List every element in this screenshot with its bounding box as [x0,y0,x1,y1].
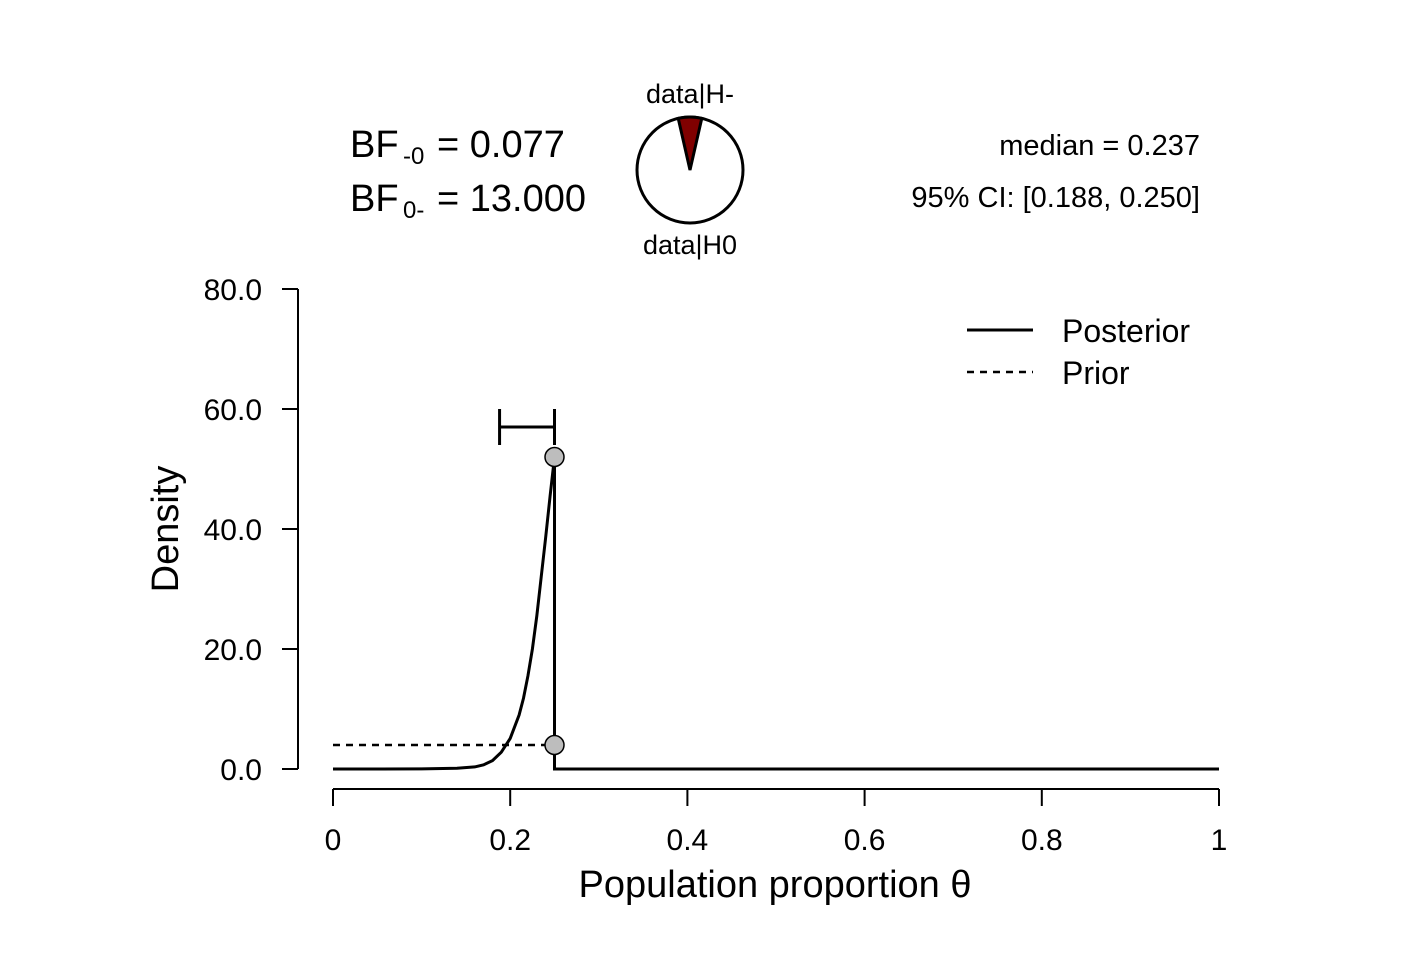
x-tick-label: 0.4 [667,824,709,857]
density-point [544,446,565,468]
y-axis: 0.0 20.0 40.0 60.0 80.0 [204,274,299,787]
x-tick-label: 0.2 [489,824,531,857]
bf-minus0-sub: -0 [403,143,424,170]
median-text: median = 0.237 [999,130,1200,162]
density-point [544,734,565,756]
plot-points [544,446,565,756]
y-tick-label: 80.0 [204,274,262,307]
x-tick-label: 0.8 [1021,824,1063,857]
pie-bottom-label: data|H0 [643,230,737,260]
y-tick-label: 0.0 [220,754,262,787]
x-tick-label: 0 [325,824,342,857]
posterior-line [332,456,1219,771]
y-tick-label: 60.0 [204,394,262,427]
credible-interval-text: 95% CI: [0.188, 0.250] [911,182,1200,214]
prior-line [333,743,1219,771]
legend-prior-label: Prior [1062,355,1130,391]
x-axis: 0 0.2 0.4 0.6 0.8 1 [325,788,1228,857]
pie-top-label: data|H- [646,79,734,109]
y-axis-title: Density [145,466,187,593]
bf0minus-main: BF [350,178,399,220]
x-axis-title: Population proportion θ [579,864,972,906]
x-tick-label: 0.6 [844,824,886,857]
bf0minus-sub: 0- [403,197,424,224]
probability-wheel: data|H- data|H0 [635,79,745,260]
plot-series [332,456,1219,771]
y-tick-label: 40.0 [204,514,262,547]
bf0minus-value: = 13.000 [437,178,586,220]
legend: Posterior Prior [967,313,1190,391]
bf-minus0-value: = 0.077 [437,124,565,166]
bf-minus0-main: BF [350,124,399,166]
bayes-factor-block: BF -0 = 0.077 BF 0- = 13.000 [350,124,586,224]
x-tick-label: 1 [1211,824,1228,857]
y-tick-label: 20.0 [204,634,262,667]
summary-stats: median = 0.237 95% CI: [0.188, 0.250] [911,130,1200,214]
pie-h-minus-slice [676,115,704,171]
credible-interval-bar [498,409,556,445]
legend-posterior-label: Posterior [1062,313,1190,349]
